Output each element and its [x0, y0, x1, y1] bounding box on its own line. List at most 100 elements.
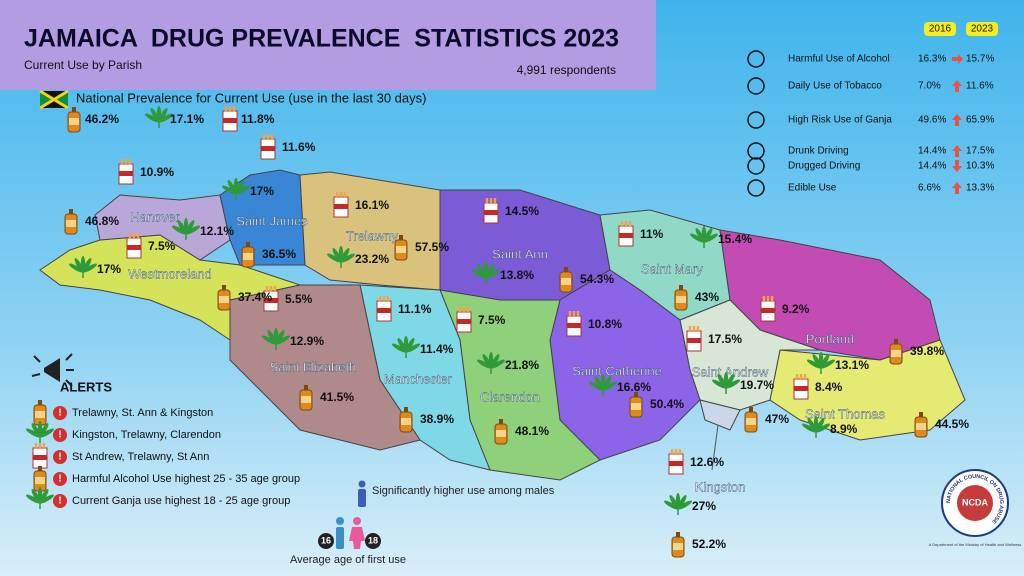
- ganja-icon: [26, 487, 54, 509]
- pack-band: [33, 455, 47, 460]
- trend-arrow: [952, 182, 962, 194]
- parish-tobacco: 14.5%: [505, 204, 539, 218]
- pack-band: [261, 146, 275, 151]
- cigarette: [382, 296, 386, 302]
- leaf-blade: [262, 335, 277, 345]
- alcohol-icon: [494, 419, 508, 445]
- alcohol-icon: [217, 285, 231, 311]
- bottle-label: [496, 430, 506, 437]
- alert-mark: !: [58, 452, 61, 463]
- leaf-blade: [712, 379, 727, 389]
- row-icon: [747, 50, 765, 68]
- bottle-label: [301, 396, 311, 403]
- trend-arrow: [952, 160, 962, 172]
- parish-ganja: 8.9%: [830, 422, 858, 436]
- cigarette: [799, 374, 803, 380]
- alcohol-icon: [399, 407, 413, 433]
- parish-tobacco: 11%: [640, 227, 664, 241]
- alert-item: Harmful Alcohol Use highest 25 - 35 age …: [72, 473, 300, 485]
- parish-name: Kingston: [695, 479, 746, 494]
- bottle-label: [676, 296, 686, 303]
- cigarette: [270, 134, 274, 140]
- tobacco-icon: [618, 221, 634, 247]
- leaf-blade: [815, 423, 830, 433]
- pack-band: [457, 319, 471, 324]
- parish-alcohol: 39.8%: [910, 344, 944, 358]
- year-header: 2023: [971, 24, 994, 35]
- leaf-blade: [807, 359, 822, 369]
- leaf-blade: [589, 381, 604, 391]
- leaf-blade: [690, 233, 705, 243]
- row-label: Harmful Use of Alcohol: [788, 54, 890, 65]
- value-2016: 7.0%: [918, 81, 941, 92]
- parish-alcohol: 36.5%: [262, 247, 296, 261]
- pack-band: [264, 298, 278, 303]
- national-alcohol: 46.2%: [85, 112, 119, 126]
- bottle-label: [401, 418, 411, 425]
- alcohol-icon: [559, 267, 573, 293]
- parish-name: Westmoreland: [128, 266, 212, 281]
- parish-name: Saint James: [236, 213, 308, 228]
- pack-band: [567, 323, 581, 328]
- cigarette: [458, 307, 462, 313]
- tobacco-icon: [793, 374, 809, 400]
- parish-tobacco: 5.5%: [285, 292, 313, 306]
- pack-band: [334, 204, 348, 209]
- cigarette: [670, 449, 674, 455]
- cigarette: [624, 221, 628, 227]
- alcohol-icon: [744, 407, 758, 433]
- bottle-neck: [399, 235, 403, 241]
- pack-band: [619, 233, 633, 238]
- cigarette: [378, 296, 382, 302]
- alcohol-icon: [674, 285, 688, 311]
- leaf-blade: [802, 423, 817, 433]
- alcohol-icon: [64, 209, 78, 235]
- alcohol-icon: [241, 242, 255, 268]
- leaf-blade: [405, 338, 415, 353]
- pack-band: [377, 308, 391, 313]
- leaf-blade: [725, 379, 740, 389]
- cigarette: [266, 134, 270, 140]
- parish-ganja: 13.1%: [835, 358, 869, 372]
- cigarette: [132, 233, 136, 239]
- row-icon: [747, 142, 765, 160]
- pack-band: [761, 308, 775, 313]
- ganja-icon: [222, 178, 250, 200]
- parish-alcohol: 50.4%: [650, 397, 684, 411]
- value-2016: 6.6%: [918, 183, 941, 194]
- alert-mark: !: [58, 474, 61, 485]
- pack-band: [794, 386, 808, 391]
- cigarette: [795, 374, 799, 380]
- value-2016: 14.4%: [918, 146, 946, 157]
- leaf-blade: [222, 185, 237, 195]
- parish-ganja: 17%: [250, 184, 274, 198]
- parish-ganja: 12.1%: [200, 224, 234, 238]
- leaf-blade: [664, 500, 679, 510]
- cigarette: [339, 192, 343, 198]
- cigarette: [335, 192, 339, 198]
- tobacco-icon: [760, 296, 776, 322]
- alert-mark: !: [58, 430, 61, 441]
- bottle-neck: [894, 339, 898, 345]
- pack-band: [223, 118, 237, 123]
- parish-tobacco: 11.6%: [282, 140, 316, 154]
- bottle-label: [66, 220, 76, 227]
- ganja-icon: [392, 336, 420, 358]
- title-box: [0, 0, 656, 90]
- parish-ganja: 15.4%: [718, 232, 752, 246]
- leaf-blade: [39, 423, 49, 438]
- pack-band: [484, 210, 498, 215]
- alert-item: St Andrew, Trelawny, St Ann: [72, 451, 209, 463]
- year-badge: [966, 22, 998, 36]
- parish-tobacco: 7.5%: [478, 313, 506, 327]
- cigarette: [674, 449, 678, 455]
- leaf-blade: [703, 228, 713, 243]
- leaf-blade: [340, 248, 350, 263]
- value-2016: 16.3%: [918, 54, 946, 65]
- national-tobacco: 11.8%: [241, 112, 275, 126]
- leaf-blade: [485, 264, 495, 279]
- parish-alcohol: 43%: [695, 290, 719, 304]
- parish-name: Saint Thomas: [805, 406, 885, 421]
- parish-name: Manchester: [384, 371, 453, 386]
- bottle-label: [673, 543, 683, 550]
